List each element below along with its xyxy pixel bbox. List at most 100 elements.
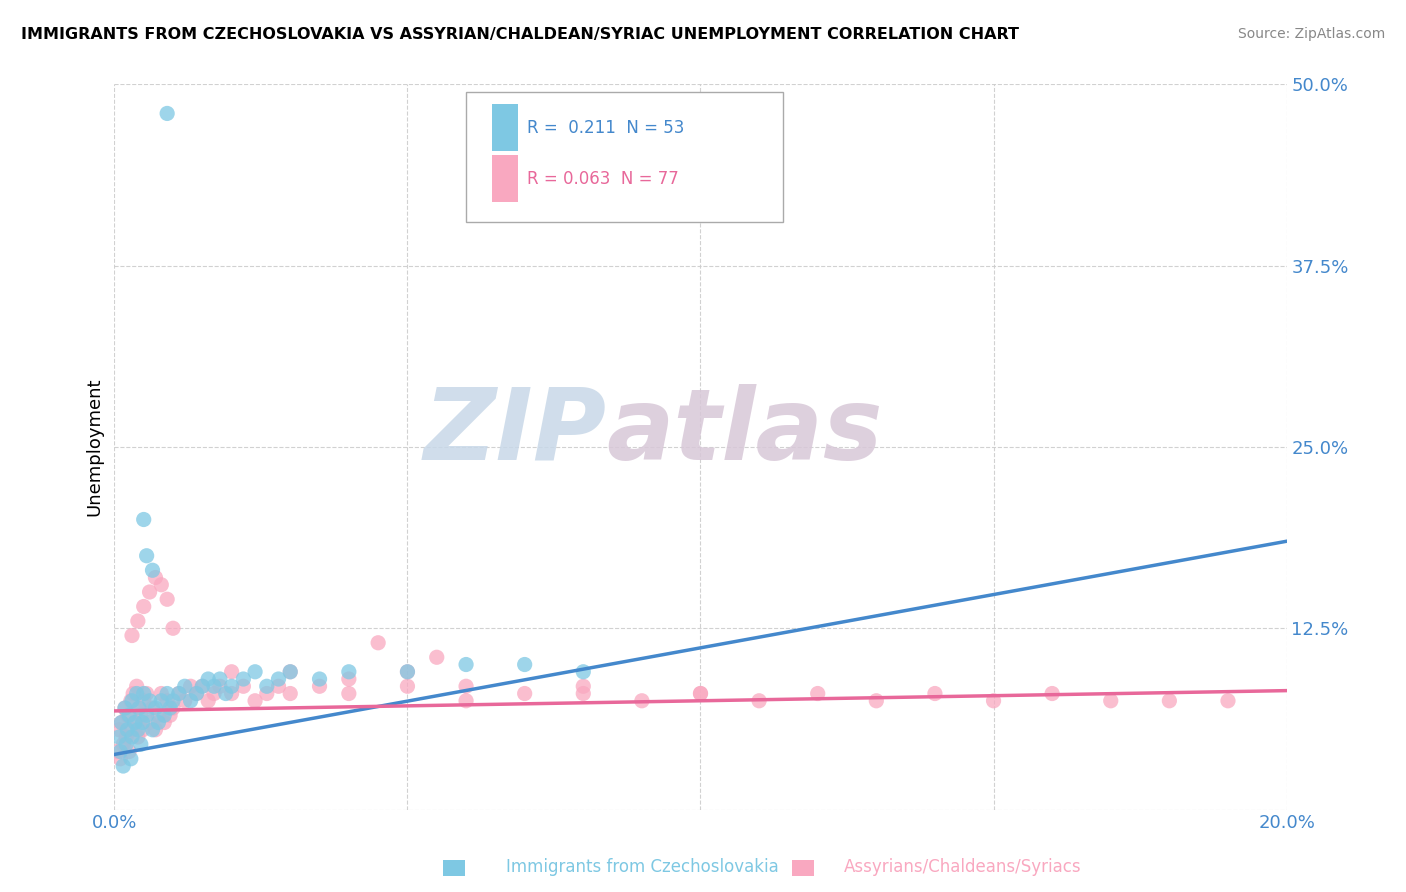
Point xyxy=(117,723,139,737)
Point xyxy=(120,752,142,766)
Point xyxy=(1040,686,1063,700)
Point xyxy=(1216,694,1239,708)
Point xyxy=(186,686,208,700)
Point xyxy=(156,686,179,700)
Point xyxy=(145,701,167,715)
Point xyxy=(180,679,202,693)
Point xyxy=(112,759,135,773)
Point xyxy=(689,686,711,700)
FancyBboxPatch shape xyxy=(465,92,783,222)
Point xyxy=(110,715,132,730)
Point xyxy=(131,723,153,737)
Point xyxy=(127,730,149,744)
Point xyxy=(208,679,231,693)
Point xyxy=(138,694,160,708)
Point xyxy=(807,686,830,700)
Point xyxy=(127,723,149,737)
Point xyxy=(132,686,155,700)
Point xyxy=(202,686,225,700)
Point xyxy=(118,708,141,723)
Point xyxy=(138,585,160,599)
Point xyxy=(156,592,179,607)
Point xyxy=(256,679,278,693)
Point xyxy=(1099,694,1122,708)
Point xyxy=(221,686,243,700)
Point xyxy=(426,650,449,665)
Y-axis label: Unemployment: Unemployment xyxy=(86,377,103,516)
Point xyxy=(197,694,219,708)
Point xyxy=(232,672,254,686)
Point xyxy=(129,708,152,723)
Point xyxy=(121,723,143,737)
Point xyxy=(983,694,1005,708)
Point xyxy=(454,657,477,672)
Point xyxy=(125,679,148,693)
Point xyxy=(221,665,243,679)
Point xyxy=(748,694,770,708)
Point xyxy=(120,694,142,708)
Point xyxy=(572,686,595,700)
Point xyxy=(367,636,389,650)
Point xyxy=(145,570,167,584)
Point xyxy=(132,512,155,526)
Point xyxy=(118,745,141,759)
Point xyxy=(135,686,157,700)
Point xyxy=(186,686,208,700)
Point xyxy=(121,730,143,744)
Point xyxy=(124,715,146,730)
Point xyxy=(267,679,290,693)
Point xyxy=(197,672,219,686)
Point xyxy=(132,599,155,614)
Point xyxy=(631,694,654,708)
Text: IMMIGRANTS FROM CZECHOSLOVAKIA VS ASSYRIAN/CHALDEAN/SYRIAC UNEMPLOYMENT CORRELAT: IMMIGRANTS FROM CZECHOSLOVAKIA VS ASSYRI… xyxy=(21,27,1019,42)
Point xyxy=(125,686,148,700)
Point xyxy=(108,730,131,744)
Point xyxy=(145,723,167,737)
Point xyxy=(572,665,595,679)
Point xyxy=(278,665,301,679)
Point xyxy=(513,657,536,672)
Text: R = 0.063  N = 77: R = 0.063 N = 77 xyxy=(527,169,679,187)
Point xyxy=(153,708,176,723)
Point xyxy=(114,701,136,715)
Point xyxy=(167,686,190,700)
Point xyxy=(454,679,477,693)
Point xyxy=(150,686,173,700)
Point xyxy=(162,694,184,708)
Point xyxy=(127,614,149,628)
Point xyxy=(159,708,181,723)
Point xyxy=(105,745,128,759)
Point xyxy=(121,628,143,642)
Point xyxy=(689,686,711,700)
Point xyxy=(221,679,243,693)
Point xyxy=(513,686,536,700)
Point xyxy=(135,549,157,563)
Point xyxy=(243,694,266,708)
Point xyxy=(167,686,190,700)
Point xyxy=(215,686,238,700)
Point xyxy=(308,679,330,693)
Point xyxy=(191,679,214,693)
Point xyxy=(128,701,150,715)
Point xyxy=(110,715,132,730)
Point xyxy=(232,679,254,693)
Text: atlas: atlas xyxy=(607,384,883,481)
Text: R =  0.211  N = 53: R = 0.211 N = 53 xyxy=(527,119,685,137)
Point xyxy=(173,679,195,693)
Point xyxy=(173,694,195,708)
Point xyxy=(129,737,152,751)
Point xyxy=(141,723,163,737)
Point xyxy=(396,679,419,693)
Point xyxy=(278,665,301,679)
Point xyxy=(572,679,595,693)
Point xyxy=(148,715,170,730)
Point xyxy=(337,672,360,686)
Point xyxy=(141,563,163,577)
Point xyxy=(110,745,132,759)
Point xyxy=(124,715,146,730)
Text: Immigrants from Czechoslovakia: Immigrants from Czechoslovakia xyxy=(506,858,779,876)
Point xyxy=(180,694,202,708)
Point xyxy=(1159,694,1181,708)
Point xyxy=(337,665,360,679)
Point xyxy=(278,686,301,700)
